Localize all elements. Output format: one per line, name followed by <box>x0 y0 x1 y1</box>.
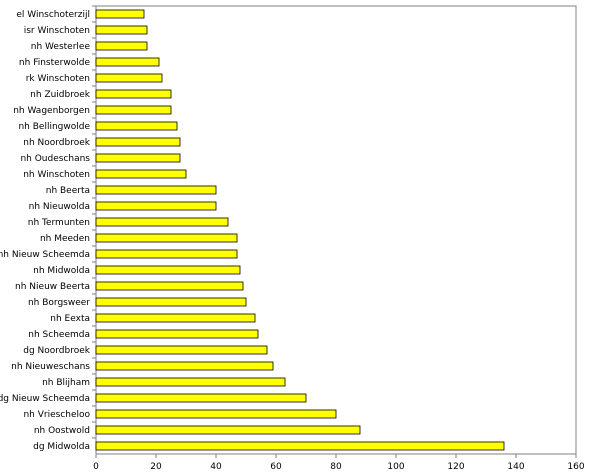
category-label: nh Blijham <box>42 378 90 388</box>
bar <box>95 73 163 83</box>
category-label: nh Nieuw Beerta <box>15 282 90 292</box>
category-label: nh Meeden <box>40 234 90 244</box>
category-label: nh Bellingwolde <box>18 122 90 132</box>
category-label: nh Noordbroek <box>23 138 91 148</box>
bar <box>95 153 181 163</box>
x-tick-label: 140 <box>507 462 524 472</box>
bar <box>95 89 172 99</box>
bar <box>95 185 217 195</box>
category-label: nh Midwolda <box>33 266 90 276</box>
category-label: nh Scheemda <box>28 330 90 340</box>
bar <box>95 329 259 339</box>
category-label: nh Zuidbroek <box>30 90 91 100</box>
bars-group <box>95 9 505 451</box>
x-tick-label: 120 <box>447 462 464 472</box>
category-label: el Winschoterzijl <box>16 10 90 20</box>
bar <box>95 105 172 115</box>
bar <box>95 393 307 403</box>
category-label: nh Oudeschans <box>20 154 90 164</box>
category-label: nh Termunten <box>28 218 90 228</box>
bar <box>95 9 145 19</box>
category-label: dg Noordbroek <box>23 346 91 356</box>
bar <box>95 377 286 387</box>
category-label: nh Wagenborgen <box>13 106 90 116</box>
bar <box>95 361 274 371</box>
x-tick-label: 80 <box>330 462 342 472</box>
category-label: nh Borgsweer <box>28 298 90 308</box>
bar <box>95 41 148 51</box>
x-tick-label: 60 <box>270 462 282 472</box>
category-label: nh Vriescheloo <box>23 410 90 420</box>
category-label: nh Nieuw Scheemda <box>0 250 90 260</box>
category-label: dg Midwolda <box>33 442 90 452</box>
x-tick-label: 40 <box>210 462 222 472</box>
bar <box>95 233 238 243</box>
bar <box>95 249 238 259</box>
bar <box>95 345 268 355</box>
bar <box>95 441 505 451</box>
category-label: rk Winschoten <box>26 74 90 84</box>
category-label: nh Oostwold <box>34 426 90 436</box>
x-tick-label: 160 <box>567 462 584 472</box>
bar <box>95 57 160 67</box>
bar <box>95 169 187 179</box>
category-label: nh Eexta <box>50 314 90 324</box>
bar <box>95 25 148 35</box>
x-tick-label: 20 <box>150 462 162 472</box>
x-axis: 0 20 40 60 80 100 120 140 160 <box>92 5 585 472</box>
bar <box>95 217 229 227</box>
category-label: nh Nieuwolda <box>29 202 90 212</box>
category-label: isr Winschoten <box>24 26 90 36</box>
category-label: nh Nieuweschans <box>11 362 90 372</box>
bar <box>95 201 217 211</box>
category-label: nh Beerta <box>46 186 90 196</box>
bar <box>95 265 241 275</box>
category-labels: el Winschoterzijl isr Winschoten nh Wester… <box>0 10 91 452</box>
bar <box>95 425 361 435</box>
x-tick-label: 100 <box>387 462 404 472</box>
category-label: nh Westerlee <box>31 42 91 52</box>
bar <box>95 409 337 419</box>
category-label: dg Nieuw Scheemda <box>0 394 90 404</box>
x-tick-label: 0 <box>93 462 99 472</box>
category-label: nh Winschoten <box>23 170 90 180</box>
bar <box>95 121 178 131</box>
bar <box>95 281 244 291</box>
bar <box>95 313 256 323</box>
bar <box>95 297 247 307</box>
category-label: nh Finsterwolde <box>19 58 91 68</box>
plot-area-frame <box>95 5 577 455</box>
bar <box>95 137 181 147</box>
